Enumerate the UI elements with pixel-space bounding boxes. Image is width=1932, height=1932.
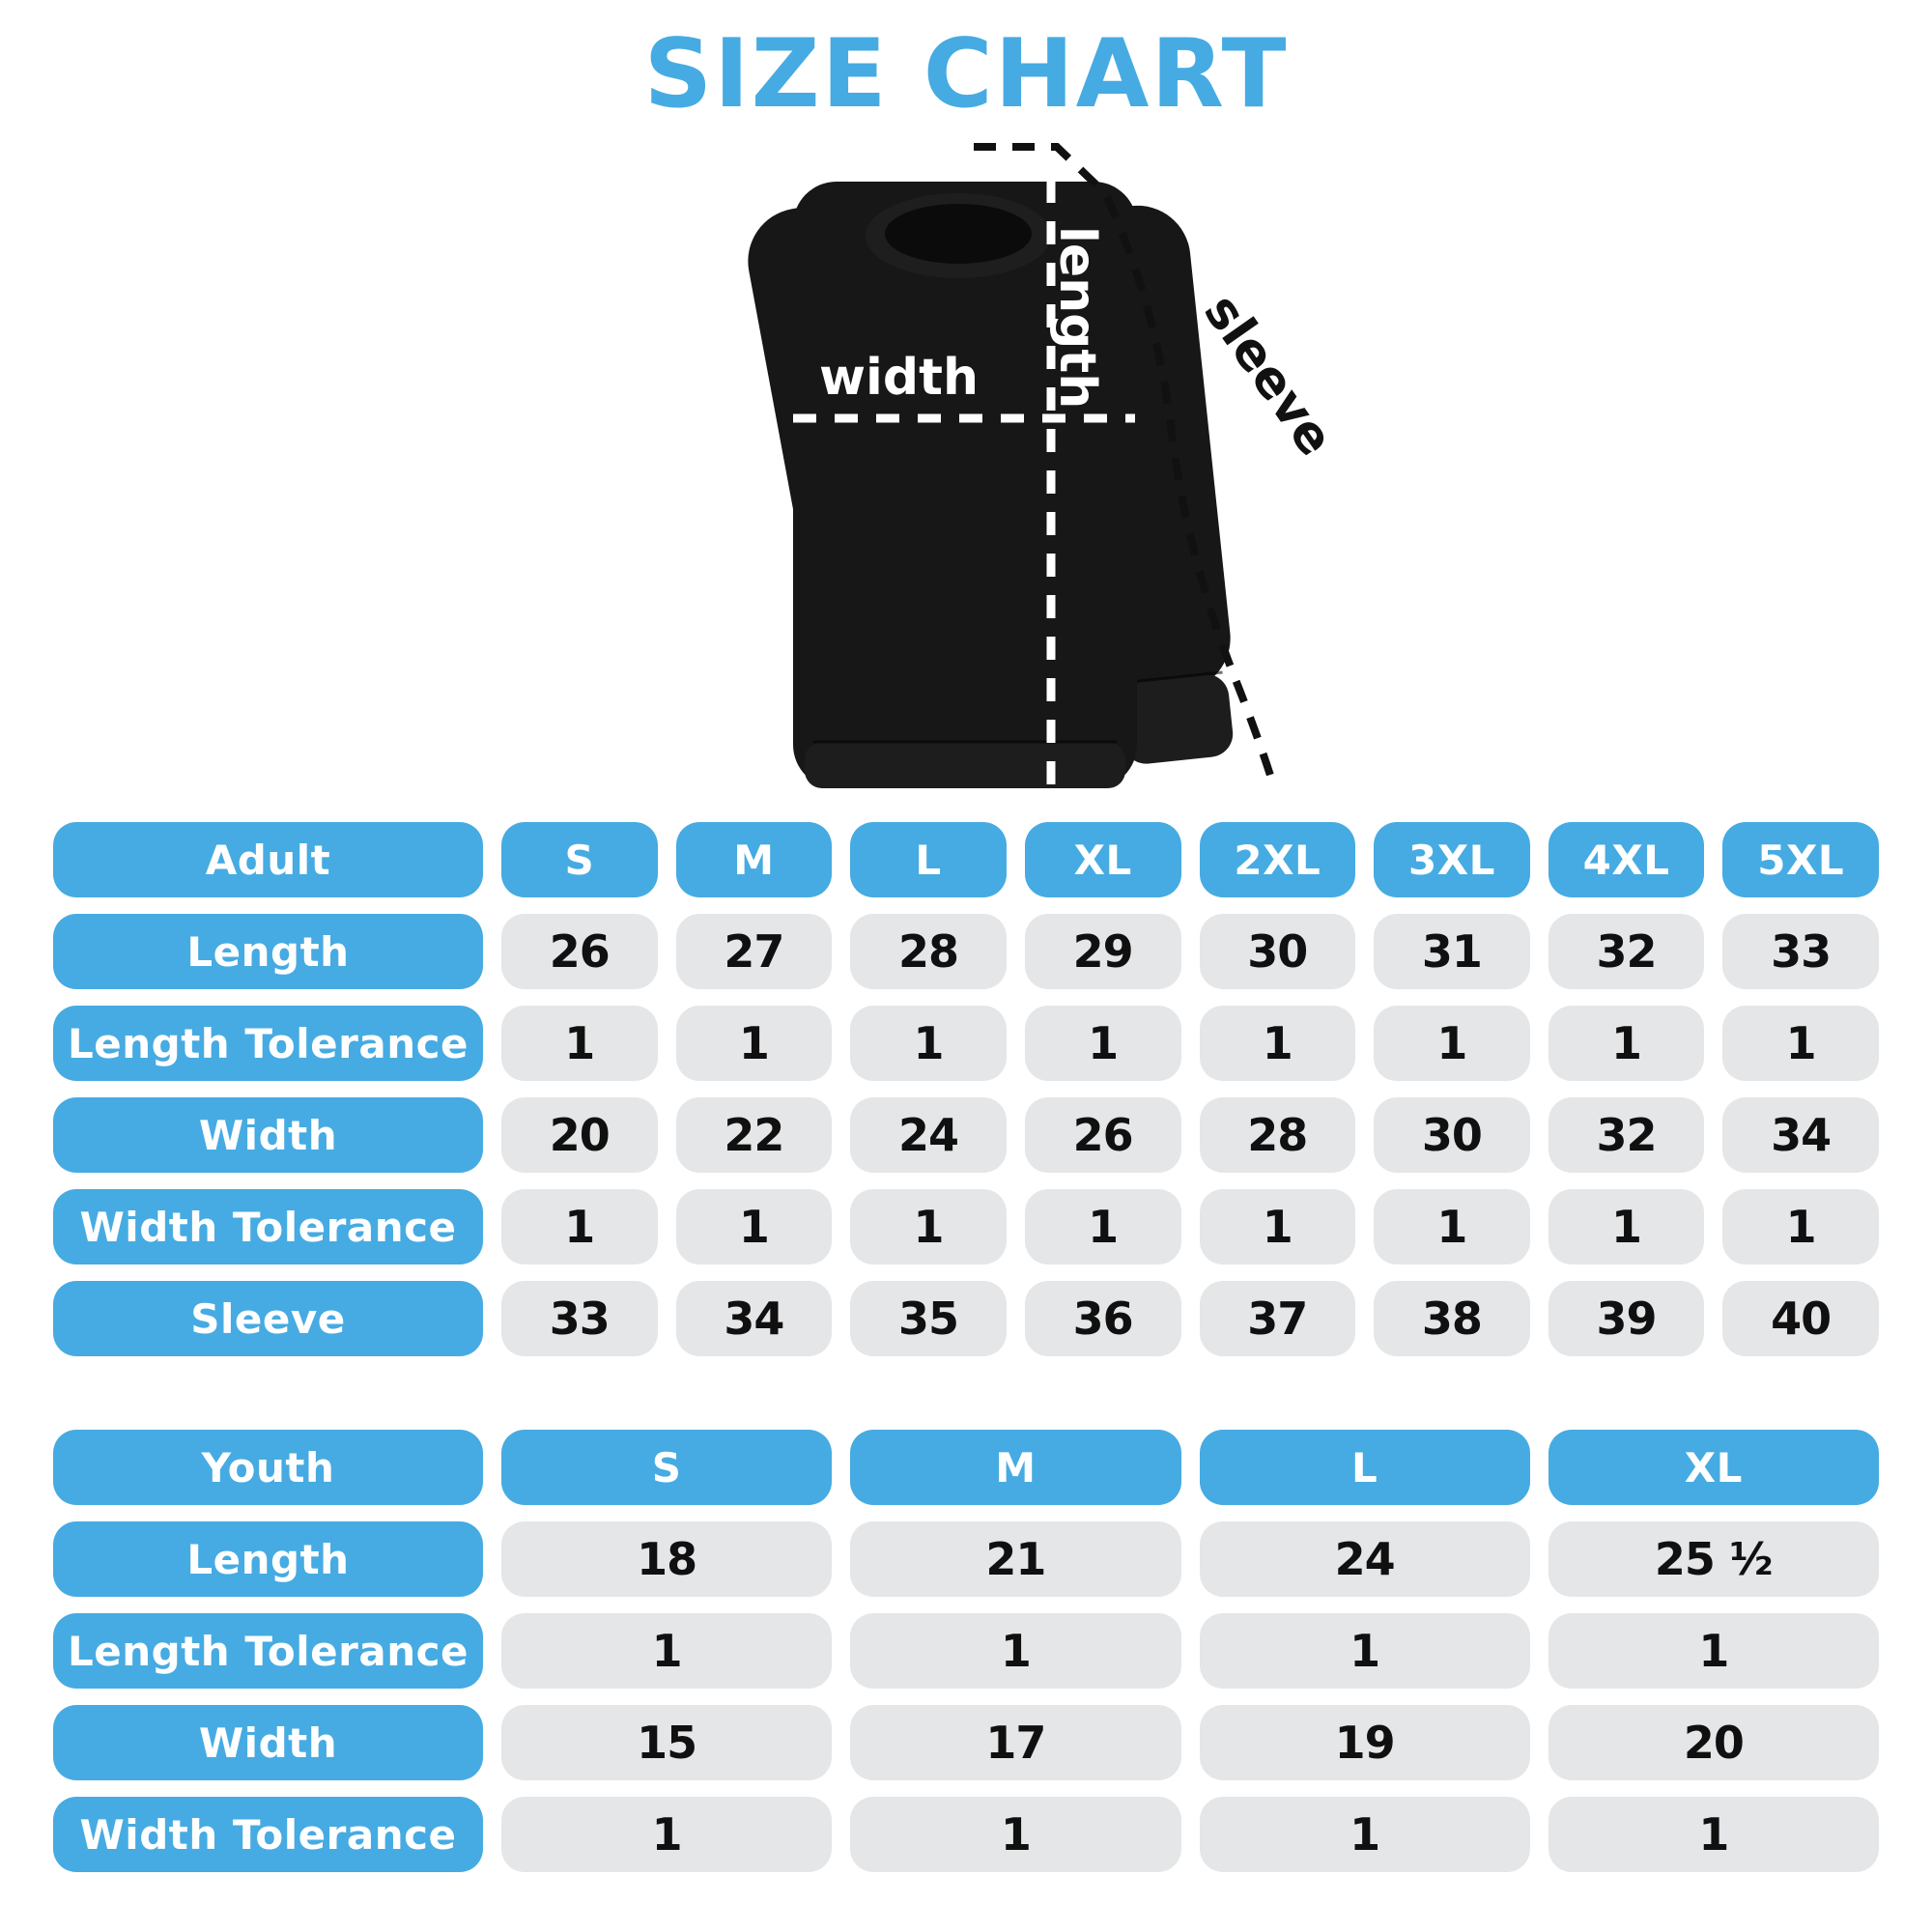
size-cell: 1 <box>675 1006 833 1081</box>
size-cell: 32 <box>1548 1097 1705 1173</box>
size-cell: 33 <box>1722 914 1879 989</box>
row-label-length: Length <box>53 914 483 989</box>
size-cell: 1 <box>501 1613 833 1689</box>
size-cell: 1 <box>1199 1189 1356 1264</box>
size-cell: 24 <box>850 1097 1007 1173</box>
size-cell: 34 <box>675 1281 833 1356</box>
size-cell: 1 <box>850 1613 1181 1689</box>
size-cell: 1 <box>850 1797 1181 1872</box>
size-column-header: 5XL <box>1722 822 1879 897</box>
size-column-header: XL <box>1024 822 1181 897</box>
size-cell: 28 <box>1199 1097 1356 1173</box>
row-label-width-tolerance: Width Tolerance <box>53 1797 483 1872</box>
size-cell: 20 <box>501 1097 658 1173</box>
size-tables: Adult S M L XL 2XL 3XL 4XL 5XL Length 26… <box>0 822 1932 1872</box>
size-cell: 1 <box>1374 1006 1530 1081</box>
size-cell: 1 <box>1199 1797 1530 1872</box>
width-label: width <box>819 349 979 407</box>
size-column-header: L <box>1199 1430 1530 1505</box>
size-cell: 1 <box>501 1006 658 1081</box>
adult-table-label: Adult <box>53 822 483 897</box>
size-cell: 34 <box>1722 1097 1879 1173</box>
size-cell: 26 <box>501 914 658 989</box>
size-cell: 36 <box>1024 1281 1181 1356</box>
size-cell: 27 <box>675 914 833 989</box>
size-column-header: S <box>501 822 658 897</box>
size-column-header: S <box>501 1430 833 1505</box>
size-cell: 35 <box>850 1281 1007 1356</box>
youth-table-label: Youth <box>53 1430 483 1505</box>
size-cell: 1 <box>501 1189 658 1264</box>
size-cell: 21 <box>850 1521 1181 1597</box>
size-cell: 1 <box>1024 1006 1181 1081</box>
size-cell: 31 <box>1374 914 1530 989</box>
size-cell: 1 <box>1548 1797 1879 1872</box>
size-cell: 22 <box>675 1097 833 1173</box>
sweatshirt-graphic: width length sleeve <box>748 143 1345 788</box>
size-cell: 1 <box>850 1189 1007 1264</box>
size-cell: 37 <box>1199 1281 1356 1356</box>
adult-size-table: Adult S M L XL 2XL 3XL 4XL 5XL Length 26… <box>53 822 1879 1356</box>
size-cell: 30 <box>1374 1097 1530 1173</box>
size-cell: 26 <box>1024 1097 1181 1173</box>
row-label-width: Width <box>53 1097 483 1173</box>
size-cell: 24 <box>1199 1521 1530 1597</box>
size-cell: 15 <box>501 1705 833 1780</box>
size-cell: 1 <box>1374 1189 1530 1264</box>
sleeve-label: sleeve <box>1192 284 1344 467</box>
size-cell: 1 <box>675 1189 833 1264</box>
size-cell: 30 <box>1199 914 1356 989</box>
size-cell: 1 <box>1199 1613 1530 1689</box>
row-label-width: Width <box>53 1705 483 1780</box>
size-column-header: M <box>850 1430 1181 1505</box>
length-label: length <box>1048 226 1106 409</box>
size-cell: 29 <box>1024 914 1181 989</box>
size-cell: 18 <box>501 1521 833 1597</box>
size-column-header: 3XL <box>1374 822 1530 897</box>
size-cell: 28 <box>850 914 1007 989</box>
row-label-length-tolerance: Length Tolerance <box>53 1613 483 1689</box>
size-cell: 1 <box>850 1006 1007 1081</box>
sleeve-line <box>974 143 1277 786</box>
size-cell: 19 <box>1199 1705 1530 1780</box>
size-cell: 40 <box>1722 1281 1879 1356</box>
size-cell: 1 <box>1722 1006 1879 1081</box>
size-cell: 1 <box>1199 1006 1356 1081</box>
size-cell: 1 <box>1548 1006 1705 1081</box>
size-cell: 32 <box>1548 914 1705 989</box>
size-column-header: M <box>675 822 833 897</box>
size-cell: 33 <box>501 1281 658 1356</box>
size-cell: 1 <box>1548 1613 1879 1689</box>
row-label-length-tolerance: Length Tolerance <box>53 1006 483 1081</box>
size-cell: 1 <box>1722 1189 1879 1264</box>
size-cell: 39 <box>1548 1281 1705 1356</box>
size-cell: 38 <box>1374 1281 1530 1356</box>
size-cell: 1 <box>1024 1189 1181 1264</box>
garment-figure: width length sleeve <box>0 131 1932 808</box>
youth-size-table: Youth S M L XL Length 18 21 24 25 ¹⁄₂ Le… <box>53 1430 1879 1872</box>
size-column-header: L <box>850 822 1007 897</box>
row-label-width-tolerance: Width Tolerance <box>53 1189 483 1264</box>
row-label-sleeve: Sleeve <box>53 1281 483 1356</box>
row-label-length: Length <box>53 1521 483 1597</box>
size-cell: 20 <box>1548 1705 1879 1780</box>
size-cell: 1 <box>501 1797 833 1872</box>
page-title: SIZE CHART <box>643 19 1289 129</box>
size-column-header: 2XL <box>1199 822 1356 897</box>
size-column-header: 4XL <box>1548 822 1705 897</box>
size-column-header: XL <box>1548 1430 1879 1505</box>
hem-band <box>805 742 1125 788</box>
size-cell: 25 ¹⁄₂ <box>1548 1521 1879 1597</box>
size-cell: 1 <box>1548 1189 1705 1264</box>
size-cell: 17 <box>850 1705 1181 1780</box>
